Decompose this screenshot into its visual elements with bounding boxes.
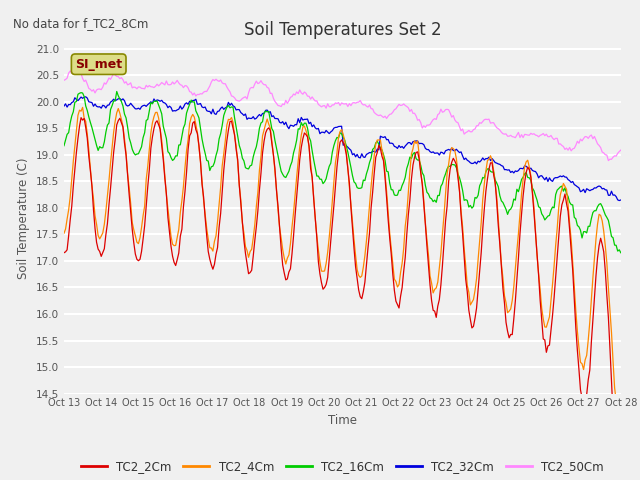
TC2_32Cm [617, 197, 625, 203]
TC2_4Cm [60, 230, 68, 236]
TC2_32Cm [305, 121, 313, 127]
Line: TC2_16Cm: TC2_16Cm [64, 92, 621, 253]
TC2_16Cm [130, 150, 138, 156]
TC2_16Cm [60, 143, 68, 149]
TC2_16Cm [305, 134, 313, 140]
Text: No data for f_TC2_8Cm: No data for f_TC2_8Cm [13, 17, 148, 30]
TC2_2Cm [77, 115, 85, 120]
TC2_32Cm [255, 112, 263, 118]
TC2_2Cm [588, 339, 595, 345]
Text: SI_met: SI_met [75, 58, 122, 71]
TC2_2Cm [228, 118, 236, 124]
Line: TC2_4Cm: TC2_4Cm [64, 108, 621, 431]
TC2_2Cm [60, 250, 68, 256]
TC2_16Cm [588, 216, 595, 222]
TC2_50Cm [130, 84, 138, 90]
TC2_32Cm [246, 116, 254, 121]
TC2_4Cm [617, 428, 625, 433]
TC2_4Cm [130, 227, 138, 233]
TC2_4Cm [255, 168, 263, 173]
Line: TC2_2Cm: TC2_2Cm [64, 118, 621, 480]
TC2_16Cm [113, 89, 120, 95]
TC2_4Cm [246, 249, 254, 254]
TC2_50Cm [246, 85, 254, 91]
TC2_32Cm [588, 187, 595, 192]
TC2_16Cm [617, 250, 625, 256]
TC2_4Cm [228, 115, 236, 120]
Line: TC2_50Cm: TC2_50Cm [64, 68, 621, 161]
TC2_2Cm [130, 240, 138, 246]
TC2_2Cm [305, 143, 313, 149]
TC2_50Cm [255, 80, 263, 86]
TC2_16Cm [228, 104, 236, 110]
TC2_2Cm [255, 187, 263, 193]
TC2_50Cm [605, 158, 612, 164]
X-axis label: Time: Time [328, 414, 357, 427]
TC2_32Cm [228, 100, 236, 106]
TC2_50Cm [617, 147, 625, 153]
TC2_2Cm [246, 270, 254, 276]
TC2_32Cm [82, 94, 90, 100]
Legend: TC2_2Cm, TC2_4Cm, TC2_16Cm, TC2_32Cm, TC2_50Cm: TC2_2Cm, TC2_4Cm, TC2_16Cm, TC2_32Cm, TC… [76, 456, 609, 478]
TC2_4Cm [305, 144, 313, 150]
Y-axis label: Soil Temperature (C): Soil Temperature (C) [17, 157, 30, 279]
TC2_16Cm [255, 125, 263, 131]
TC2_50Cm [228, 93, 236, 99]
TC2_32Cm [60, 103, 68, 109]
Title: Soil Temperatures Set 2: Soil Temperatures Set 2 [244, 21, 441, 39]
TC2_50Cm [305, 94, 313, 99]
TC2_50Cm [71, 65, 79, 71]
TC2_4Cm [588, 296, 595, 302]
TC2_32Cm [616, 198, 623, 204]
TC2_32Cm [130, 104, 138, 110]
TC2_16Cm [246, 163, 254, 168]
TC2_50Cm [588, 132, 595, 138]
TC2_50Cm [60, 77, 68, 83]
Line: TC2_32Cm: TC2_32Cm [64, 97, 621, 201]
TC2_4Cm [79, 105, 86, 110]
